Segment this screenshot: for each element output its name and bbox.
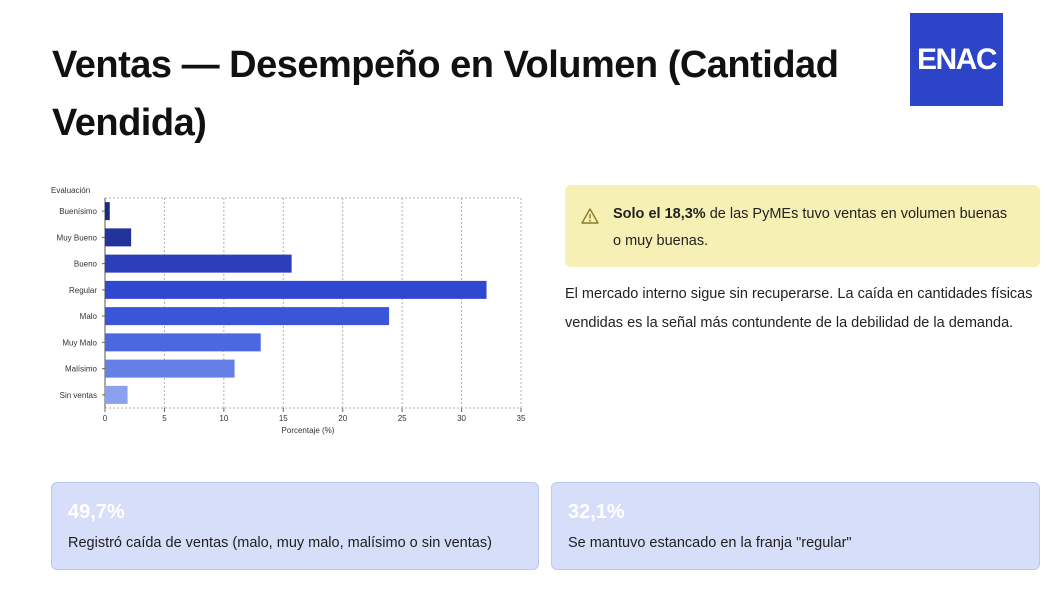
bar xyxy=(105,280,487,299)
stat-description: Registró caída de ventas (malo, muy malo… xyxy=(68,535,492,551)
y-tick-label: Malo xyxy=(80,312,98,321)
y-tick-label: Malísimo xyxy=(65,365,98,374)
y-tick-label: Bueno xyxy=(74,260,98,269)
x-tick-label: 15 xyxy=(279,414,288,423)
x-tick-label: 5 xyxy=(162,414,167,423)
x-tick-label: 20 xyxy=(338,414,347,423)
summary-paragraph: El mercado interno sigue sin recuperarse… xyxy=(565,286,1033,331)
bar xyxy=(105,385,128,404)
stat-value: 49,7% xyxy=(68,501,125,523)
callout-text: Solo el 18,3% de las PyMEs tuvo ventas e… xyxy=(613,206,1007,249)
plot-frame xyxy=(104,197,522,409)
bar xyxy=(105,359,235,378)
x-tick-label: 30 xyxy=(457,414,466,423)
warning-icon xyxy=(581,208,599,224)
callout-rest: de las PyMEs tuvo ventas en volumen buen… xyxy=(613,206,1008,249)
y-tick-label: Buenísimo xyxy=(59,207,97,216)
bar-chart-svg: 0 5 10 15 20 25 30 35 Buenísimo Muy Bueno Bueno Reg… xyxy=(51,186,526,435)
x-tick-label: 0 xyxy=(103,414,108,423)
enac-logo: ENAC xyxy=(910,13,1003,106)
x-tick-label: 35 xyxy=(517,414,526,423)
x-tick-label: 25 xyxy=(398,414,407,423)
bar xyxy=(105,202,110,221)
callout-bold: Solo el 18,3% xyxy=(613,206,706,222)
bar xyxy=(105,228,132,247)
sales-volume-chart: 0 5 10 15 20 25 30 35 Buenísimo Muy Bueno Bueno Reg… xyxy=(40,180,540,440)
bar xyxy=(105,333,261,352)
stat-card-decline: 49,7% Registró caída de ventas (malo, mu… xyxy=(51,482,539,570)
y-tick-label: Regular xyxy=(69,286,97,295)
stat-value: 32,1% xyxy=(568,501,625,523)
bar xyxy=(105,307,390,326)
y-tick-label: Sin ventas xyxy=(60,391,97,400)
x-tick-label: 10 xyxy=(219,414,228,423)
y-tick-label: Muy Bueno xyxy=(57,233,98,242)
stat-card-regular: 32,1% Se mantuvo estancado en la franja … xyxy=(551,482,1040,570)
stat-description: Se mantuvo estancado en la franja "regul… xyxy=(568,535,852,551)
page-title: Ventas — Desempeño en Volumen (Cantidad … xyxy=(52,44,839,144)
highlight-callout: Solo el 18,3% de las PyMEs tuvo ventas e… xyxy=(565,185,1040,267)
bar xyxy=(105,254,292,273)
y-axis-title: Evaluación xyxy=(51,186,90,195)
logo-text: ENAC xyxy=(916,42,998,76)
y-tick-label: Muy Malo xyxy=(62,338,97,347)
x-axis-title: Porcentaje (%) xyxy=(282,426,335,435)
